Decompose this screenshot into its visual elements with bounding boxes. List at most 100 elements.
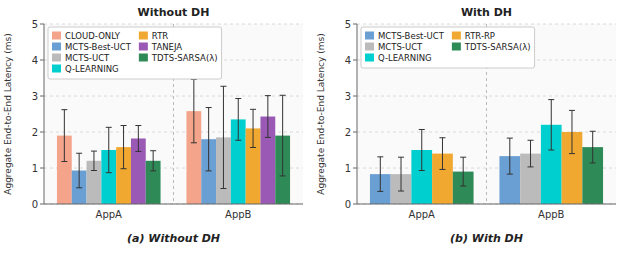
legend-swatch [452, 43, 461, 51]
legend-item: Q-LEARNING [365, 53, 432, 63]
x-axis [357, 204, 616, 205]
legend-label: MCTS-Best-UCT [65, 42, 132, 52]
error-bar [121, 126, 127, 169]
legend-swatch [365, 54, 374, 62]
marks [57, 79, 290, 204]
legend-item: TDTS-SARSA(λ) [452, 42, 531, 52]
x-tick-label: AppB [225, 209, 252, 220]
y-tick [40, 96, 44, 97]
y-tick-label: 3 [32, 91, 38, 102]
legend-label: CLOUD-ONLY [65, 31, 121, 41]
error-bar [590, 131, 596, 163]
error-bar [419, 129, 425, 170]
legend-swatch [52, 32, 61, 40]
error-bar [439, 138, 445, 170]
y-tick-label: 1 [345, 163, 351, 174]
error-bar [377, 157, 383, 192]
y-tick [353, 204, 357, 205]
legend-item: TANEJA [139, 42, 182, 52]
y-tick-label: 3 [345, 91, 351, 102]
error-bar [191, 79, 197, 142]
y-tick-label: 4 [32, 55, 38, 66]
grid-line [357, 204, 616, 205]
error-bar [135, 126, 141, 152]
legend-swatch [139, 32, 148, 40]
legend-item: MCTS-UCT [52, 53, 110, 63]
y-tick-label: 2 [345, 127, 351, 138]
legend-item: RTR-RP [452, 31, 495, 41]
y-tick-label: 2 [32, 127, 38, 138]
x-tick-label: AppA [409, 209, 436, 220]
y-tick [40, 168, 44, 169]
y-tick [353, 132, 357, 133]
y-tick-label: 5 [32, 19, 38, 30]
y-tick-label: 0 [345, 199, 351, 210]
error-bar [250, 109, 256, 147]
error-bar [507, 138, 513, 174]
y-axis-label: Aggregate End-to-End Latency (ms) [3, 33, 13, 194]
error-bar [206, 108, 212, 171]
legend-label: MCTS-Best-UCT [378, 31, 445, 41]
legend-label: TANEJA [151, 42, 182, 52]
legend-swatch [365, 43, 374, 51]
error-bar [265, 96, 271, 138]
y-tick [353, 60, 357, 61]
legend-item: MCTS-Best-UCT [365, 31, 445, 41]
legend-item: MCTS-UCT [365, 42, 423, 52]
legend-label: MCTS-UCT [378, 42, 423, 52]
y-axis-label: Aggregate End-to-End Latency (ms) [316, 33, 326, 194]
caption: (b) With DH [450, 232, 523, 245]
legend-swatch [52, 65, 61, 73]
x-axis [44, 204, 303, 205]
y-tick [353, 96, 357, 97]
legend-swatch [139, 43, 148, 51]
legend-swatch [52, 43, 61, 51]
legend-label: MCTS-UCT [65, 53, 110, 63]
legend-item: Q-LEARNING [52, 64, 119, 74]
legend-box [48, 27, 222, 79]
y-tick-label: 1 [32, 163, 38, 174]
y-tick [353, 24, 357, 25]
plot-background [44, 24, 303, 204]
legend-swatch [139, 54, 148, 62]
legend: MCTS-Best-UCTMCTS-UCTQ-LEARNING RTR-RPTDT… [361, 27, 535, 68]
title: Without DH [138, 6, 210, 19]
legend-swatch [52, 54, 61, 62]
error-bar [460, 157, 466, 186]
marks [370, 100, 603, 204]
x-tick-label: AppA [96, 209, 123, 220]
legend-label: RTR-RP [465, 31, 495, 41]
error-bar [235, 99, 241, 141]
y-tick [40, 132, 44, 133]
y-axis [357, 24, 358, 204]
legend-label: RTR [152, 31, 168, 41]
legend-label: Q-LEARNING [378, 53, 432, 63]
legend-swatch [452, 32, 461, 40]
error-bar [569, 110, 575, 153]
y-axis [44, 24, 45, 204]
legend-item: MCTS-Best-UCT [52, 42, 132, 52]
y-tick-label: 0 [32, 199, 38, 210]
error-bar [91, 151, 97, 170]
error-bar [76, 153, 82, 188]
y-tick [40, 24, 44, 25]
error-bar [280, 95, 286, 176]
title: With DH [461, 6, 512, 19]
y-tick [353, 168, 357, 169]
error-bar [528, 140, 534, 167]
legend-label: TDTS-SARSA(λ) [151, 53, 218, 63]
error-bar [548, 100, 554, 150]
legend-box [361, 27, 535, 68]
legend-item: TDTS-SARSA(λ) [139, 53, 218, 63]
legend-label: Q-LEARNING [65, 64, 119, 74]
y-tick-label: 5 [345, 19, 351, 30]
caption: (a) Without DH [127, 232, 220, 245]
grid-line [44, 204, 303, 205]
error-bar [61, 110, 67, 162]
error-bar [150, 151, 156, 171]
error-bar [220, 86, 226, 188]
chart-canvas: 0 1 2 3 4 5 AppA AppB Aggregate End-to-End Laten… [0, 0, 626, 254]
panel: 012345AppAAppBAggregate End-to-End Laten… [316, 6, 616, 245]
legend-swatch [365, 32, 374, 40]
legend-item: CLOUD-ONLY [52, 31, 121, 41]
